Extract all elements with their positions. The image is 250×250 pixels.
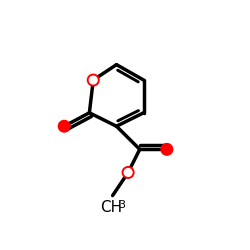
Circle shape — [124, 168, 132, 176]
Circle shape — [88, 74, 99, 86]
Circle shape — [58, 120, 70, 132]
Circle shape — [161, 144, 173, 155]
Circle shape — [90, 76, 97, 84]
Text: CH: CH — [100, 200, 123, 215]
Text: 3: 3 — [118, 200, 126, 210]
Circle shape — [122, 167, 134, 178]
